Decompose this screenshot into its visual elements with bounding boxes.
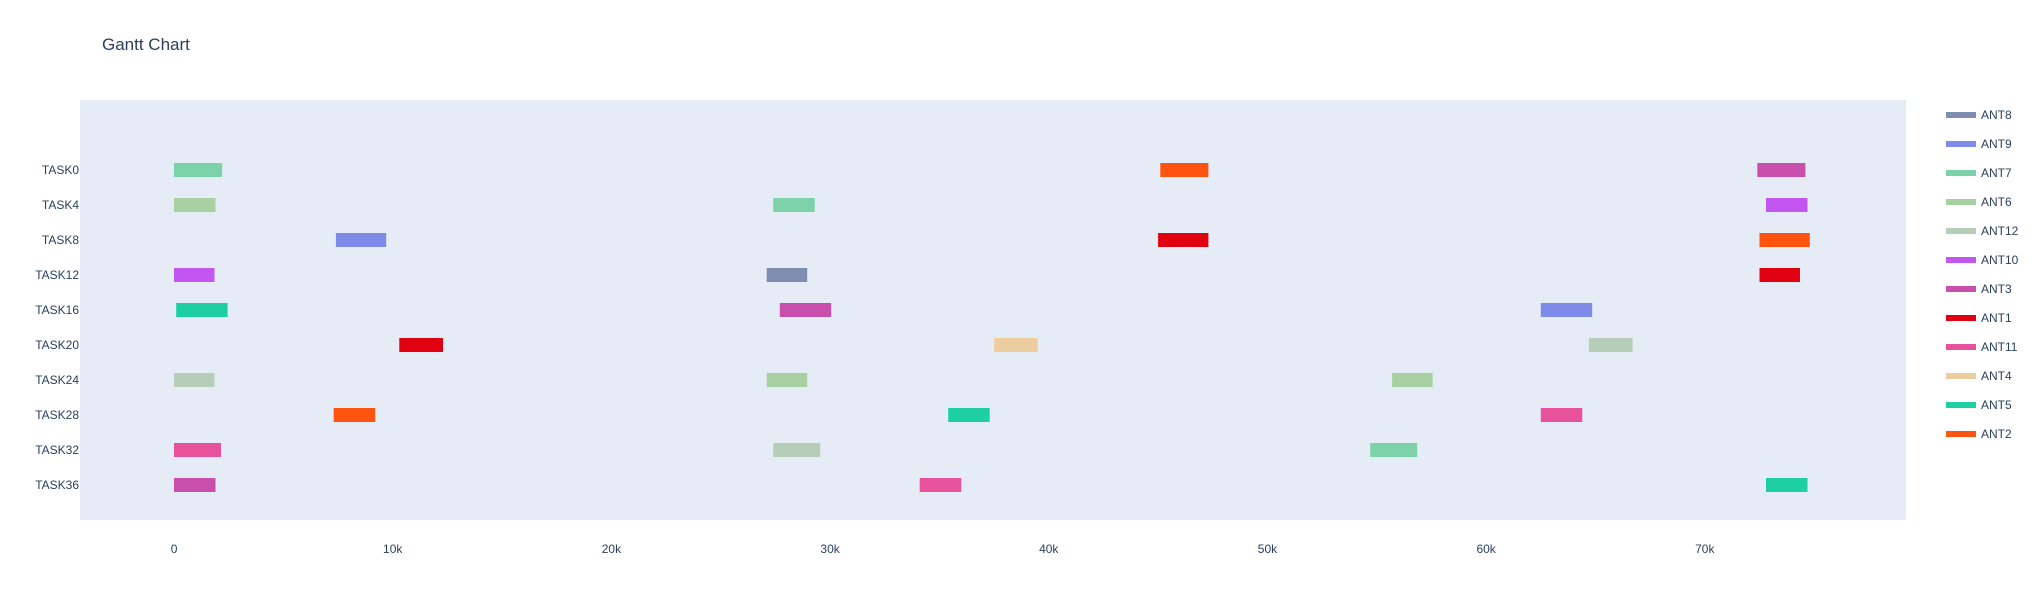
gantt-bar-task16-ant9[interactable] — [1540, 303, 1593, 317]
x-tick-label: 20k — [602, 542, 622, 556]
legend-label: ANT1 — [1981, 311, 2012, 325]
legend-label: ANT5 — [1981, 398, 2012, 412]
legend-label: ANT10 — [1981, 253, 2019, 267]
y-axis: TASK0 TASK4 TASK8 TASK12 TASK16 TASK20 TASK24 T… — [35, 163, 79, 492]
gantt-bar-task16-ant3[interactable] — [779, 303, 832, 317]
legend-item-ant1[interactable]: ANT1 — [1946, 311, 2012, 325]
y-tick-label: TASK16 — [35, 303, 79, 317]
x-axis: 0 10k 20k 30k 40k 50k 60k 70k — [171, 542, 1716, 556]
x-tick-label: 10k — [383, 542, 403, 556]
plot-area — [80, 100, 1906, 520]
y-tick-label: TASK8 — [42, 233, 79, 247]
legend-item-ant8[interactable]: ANT8 — [1946, 108, 2012, 122]
legend-swatch — [1946, 257, 1976, 263]
legend-item-ant11[interactable]: ANT11 — [1946, 340, 2018, 354]
legend-swatch — [1946, 170, 1976, 176]
gantt-bar-task28-ant2[interactable] — [333, 408, 376, 422]
legend-swatch — [1946, 112, 1976, 118]
legend-swatch — [1946, 141, 1976, 147]
y-tick-label: TASK20 — [35, 338, 79, 352]
x-tick-label: 0 — [171, 542, 178, 556]
gantt-bar-task16-ant5[interactable] — [176, 303, 228, 317]
x-tick-label: 60k — [1476, 542, 1496, 556]
gantt-bar-task32-ant12[interactable] — [773, 443, 821, 457]
gantt-bar-task12-ant10[interactable] — [174, 268, 215, 282]
legend-swatch — [1946, 373, 1976, 379]
legend-label: ANT12 — [1981, 224, 2019, 238]
gantt-bar-task4-ant6[interactable] — [174, 198, 216, 212]
gantt-bar-task24-ant6[interactable] — [1392, 373, 1433, 387]
legend-label: ANT11 — [1981, 340, 2018, 354]
gantt-bar-task28-ant11[interactable] — [1540, 408, 1583, 422]
gantt-bar-task0-ant3[interactable] — [1757, 163, 1806, 177]
legend-item-ant7[interactable]: ANT7 — [1946, 166, 2012, 180]
gantt-bar-task8-ant9[interactable] — [335, 233, 387, 247]
legend-item-ant4[interactable]: ANT4 — [1946, 369, 2012, 383]
x-tick-label: 70k — [1695, 542, 1715, 556]
gantt-bar-task12-ant1[interactable] — [1759, 268, 1801, 282]
legend-swatch — [1946, 199, 1976, 205]
y-tick-label: TASK0 — [42, 163, 79, 177]
gantt-bar-task36-ant11[interactable] — [919, 478, 962, 492]
gantt-bar-task20-ant4[interactable] — [994, 338, 1038, 352]
legend-label: ANT4 — [1981, 369, 2012, 383]
legend-swatch — [1946, 228, 1976, 234]
gantt-bar-task8-ant2[interactable] — [1759, 233, 1810, 247]
x-tick-label: 50k — [1258, 542, 1278, 556]
gantt-bar-task20-ant12[interactable] — [1588, 338, 1633, 352]
legend-item-ant10[interactable]: ANT10 — [1946, 253, 2019, 267]
gantt-bar-task24-ant12[interactable] — [174, 373, 215, 387]
y-tick-label: TASK12 — [35, 268, 79, 282]
gantt-bar-task12-ant8[interactable] — [766, 268, 808, 282]
legend-swatch — [1946, 431, 1976, 437]
y-tick-label: TASK24 — [35, 373, 79, 387]
legend-item-ant9[interactable]: ANT9 — [1946, 137, 2012, 151]
legend-label: ANT7 — [1981, 166, 2012, 180]
chart-title: Gantt Chart — [102, 35, 190, 54]
gantt-bar-task32-ant11[interactable] — [174, 443, 221, 457]
gantt-bar-task8-ant1[interactable] — [1158, 233, 1209, 247]
y-tick-label: TASK28 — [35, 408, 79, 422]
legend[interactable]: ANT8 ANT9 ANT7 ANT6 ANT12 ANT10 ANT3 ANT1 ANT11 A… — [1946, 108, 2019, 441]
legend-label: ANT3 — [1981, 282, 2012, 296]
legend-swatch — [1946, 286, 1976, 292]
y-tick-label: TASK4 — [42, 198, 79, 212]
legend-item-ant6[interactable]: ANT6 — [1946, 195, 2012, 209]
legend-label: ANT9 — [1981, 137, 2012, 151]
legend-item-ant2[interactable]: ANT2 — [1946, 427, 2012, 441]
bars-layer — [174, 163, 1810, 492]
legend-item-ant5[interactable]: ANT5 — [1946, 398, 2012, 412]
legend-label: ANT2 — [1981, 427, 2012, 441]
y-tick-label: TASK32 — [35, 443, 79, 457]
legend-swatch — [1946, 344, 1976, 350]
gantt-bar-task28-ant5[interactable] — [948, 408, 990, 422]
gantt-bar-task32-ant7[interactable] — [1370, 443, 1418, 457]
gantt-bar-task0-ant7[interactable] — [174, 163, 223, 177]
gantt-bar-task4-ant10[interactable] — [1766, 198, 1808, 212]
gantt-bar-task24-ant6[interactable] — [766, 373, 808, 387]
gantt-bar-task4-ant7[interactable] — [773, 198, 815, 212]
legend-item-ant3[interactable]: ANT3 — [1946, 282, 2012, 296]
x-tick-label: 30k — [820, 542, 840, 556]
legend-swatch — [1946, 315, 1976, 321]
x-tick-label: 40k — [1039, 542, 1059, 556]
legend-item-ant12[interactable]: ANT12 — [1946, 224, 2019, 238]
legend-label: ANT8 — [1981, 108, 2012, 122]
gantt-bar-task36-ant3[interactable] — [174, 478, 216, 492]
gantt-bar-task20-ant1[interactable] — [399, 338, 443, 352]
legend-label: ANT6 — [1981, 195, 2012, 209]
gantt-bar-task36-ant5[interactable] — [1766, 478, 1808, 492]
y-tick-label: TASK36 — [35, 478, 79, 492]
legend-swatch — [1946, 402, 1976, 408]
gantt-bar-task0-ant2[interactable] — [1160, 163, 1209, 177]
